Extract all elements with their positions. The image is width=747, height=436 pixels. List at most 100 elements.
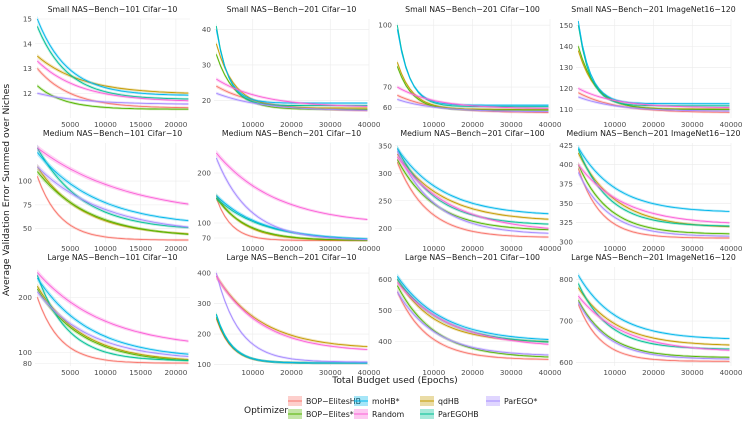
series-line	[396, 151, 549, 234]
y-tick-label: 100	[18, 177, 32, 186]
series-line	[215, 26, 368, 107]
x-tick-label: 20000	[280, 120, 303, 129]
series-line	[36, 291, 189, 358]
series-ribbon	[216, 195, 368, 242]
panel-title: Medium NAS−Bench−201 Cifar−100	[400, 129, 544, 138]
y-tick-label: 300	[378, 169, 392, 178]
series-ribbon	[216, 154, 368, 241]
series-line	[36, 286, 189, 360]
legend-item: ParEGO*	[486, 396, 537, 406]
y-tick-label: 100	[197, 219, 211, 228]
series-ribbon	[37, 144, 189, 229]
series-line	[36, 297, 189, 364]
series-ribbon	[578, 161, 730, 235]
y-tick-label: 14	[23, 39, 33, 48]
y-tick-label: 130	[559, 63, 573, 72]
series-ribbon	[397, 85, 549, 110]
y-tick-label: 400	[559, 160, 573, 169]
series-line	[577, 287, 730, 346]
x-tick-label: 30000	[681, 120, 704, 129]
panel-title: Medium NAS−Bench−201 ImageNet16−120	[567, 129, 741, 138]
series-ribbon	[397, 273, 549, 341]
y-tick-label: 300	[559, 238, 573, 247]
x-tick-label: 40000	[720, 368, 743, 377]
series-line	[215, 152, 368, 220]
y-tick-label: 110	[559, 105, 573, 114]
series-line	[396, 291, 549, 360]
y-tick-label: 800	[559, 275, 573, 284]
legend-label: BOP−Elites*	[306, 410, 354, 419]
panel-title: Large NAS−Bench−201 Cifar−100	[405, 253, 540, 262]
y-tick-label: 50	[23, 224, 33, 233]
x-tick-label: 20000	[642, 120, 665, 129]
y-tick-label: 20	[202, 96, 212, 105]
x-tick-label: 40000	[720, 244, 743, 253]
series-line	[578, 88, 730, 108]
x-tick-label: 10000	[422, 368, 445, 377]
y-tick-label: 60	[383, 103, 393, 112]
x-tick-label: 20000	[280, 368, 303, 377]
series-line	[396, 148, 549, 215]
series-line	[577, 168, 730, 239]
legend-item: Random	[354, 409, 404, 419]
series-line	[36, 26, 189, 100]
series-ribbon	[37, 286, 189, 362]
series-line	[577, 21, 730, 105]
series-line	[215, 272, 368, 363]
panel-title: Large NAS−Bench−201 ImageNet16−120	[571, 253, 736, 262]
x-tick-label: 30000	[681, 368, 704, 377]
x-tick-label: 15000	[129, 244, 152, 253]
y-tick-label: 200	[197, 330, 211, 339]
x-tick-label: 10000	[241, 368, 264, 377]
x-tick-label: 10000	[603, 120, 626, 129]
y-tick-label: 300	[197, 299, 211, 308]
chart-panel: Medium NAS−Bench−101 Cifar−10 5000 10000 15…	[18, 129, 190, 253]
series-ribbon	[37, 54, 189, 95]
series-line	[578, 92, 730, 113]
series-line	[577, 46, 730, 111]
y-tick-label: 15	[23, 15, 32, 24]
x-axis-label: Total Budget used (Epochs)	[331, 375, 457, 386]
chart-panel: Large NAS−Bench−101 Cifar−10 5000 10000 150…	[18, 253, 190, 377]
series-line	[36, 68, 189, 109]
x-tick-label: 20000	[280, 244, 303, 253]
chart-panel: Large NAS−Bench−201 Cifar−100 10000 20000 3…	[378, 253, 562, 377]
y-tick-label: 100	[18, 348, 32, 357]
series-line	[215, 43, 368, 109]
chart-panel: Medium NAS−Bench−201 Cifar−100 10000 20000…	[378, 129, 562, 253]
y-tick-label: 350	[378, 141, 392, 150]
series-line	[216, 92, 368, 111]
y-tick-label: 70	[383, 83, 393, 92]
legend-title: Optimizer	[244, 406, 288, 416]
series-line	[577, 300, 730, 358]
series-ribbon	[397, 289, 549, 357]
y-tick-label: 400	[197, 269, 211, 278]
series-ribbon	[216, 273, 368, 351]
y-tick-label: 140	[559, 42, 573, 51]
y-tick-label: 600	[378, 275, 392, 284]
chart-panel: Large NAS−Bench−201 ImageNet16−120 10000 2…	[559, 253, 743, 377]
chart-panel: Large NAS−Bench−201 Cifar−10 10000 20000 30…	[197, 253, 381, 377]
series-line	[577, 25, 730, 107]
chart-panel: Small NAS−Bench−201 Cifar−100 10000 20000 3…	[378, 5, 562, 129]
x-tick-label: 30000	[500, 244, 523, 253]
x-tick-label: 10000	[241, 120, 264, 129]
series-line	[577, 164, 730, 235]
y-tick-label: 12	[23, 89, 32, 98]
series-line	[577, 275, 730, 340]
y-tick-label: 30	[202, 60, 212, 69]
series-line	[215, 29, 368, 104]
series-line	[396, 276, 549, 340]
series-ribbon	[216, 193, 368, 241]
series-line	[215, 317, 368, 364]
series-line	[215, 197, 368, 241]
series-ribbon	[216, 26, 368, 105]
x-tick-label: 5000	[61, 368, 80, 377]
chart-panel: Medium NAS−Bench−201 ImageNet16−120 10000…	[559, 129, 743, 253]
y-tick-label: 600	[559, 358, 573, 367]
x-tick-label: 30000	[319, 244, 342, 253]
y-tick-label: 150	[559, 21, 573, 30]
series-ribbon	[37, 58, 189, 102]
legend-label: Random	[372, 410, 404, 419]
x-tick-label: 30000	[319, 368, 342, 377]
